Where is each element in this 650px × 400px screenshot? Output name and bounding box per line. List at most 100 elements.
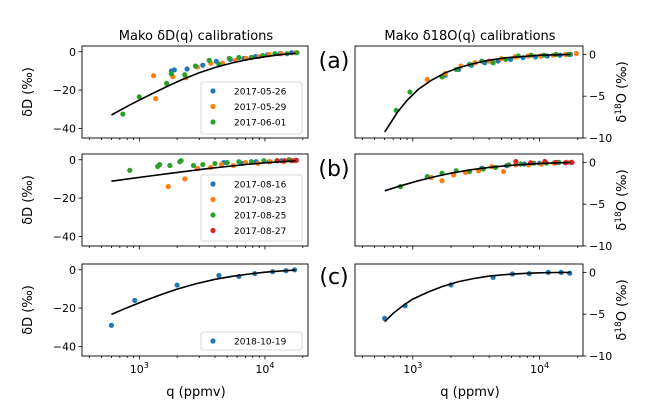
x-tick-label: 104 [530, 361, 549, 376]
data-point-2017-06-01 [164, 80, 170, 86]
panel-a-dD: 0 −20 −40 δD (‰) 2017-05-26 2017-05-29 2017-06… [21, 45, 309, 142]
data-point-2017-05-29 [424, 76, 430, 83]
data-point-2017-08-25 [248, 159, 255, 165]
legend-marker [210, 212, 216, 218]
y-tick-label: 0 [69, 264, 76, 277]
data-point-2017-08-23 [165, 183, 171, 190]
data-point-2017-06-01 [407, 89, 413, 95]
y-axis-label: δD (‰) [21, 175, 36, 225]
data-point-2017-06-01 [294, 50, 300, 56]
legend-box [200, 81, 303, 135]
data-point-2017-08-23 [218, 161, 224, 168]
panel-tag-c: (c) [319, 265, 348, 290]
y-tick-label: 0 [589, 266, 596, 279]
y-axis-label: δ18O (‰) [614, 169, 630, 230]
axes-frame [354, 45, 584, 139]
legend-marker [210, 227, 216, 234]
y-tick-label: −20 [53, 302, 76, 315]
x-tick-label: 103 [403, 361, 422, 376]
title-dD: Mako δD(q) calibrations [119, 29, 274, 44]
y-tick-label: 0 [69, 46, 76, 59]
legend-label: 2018-10-19 [234, 338, 287, 348]
data-point-2017-08-23 [182, 176, 188, 182]
fit-curve [111, 52, 296, 116]
y-tick-label: −10 [589, 350, 612, 363]
legend-marker [210, 119, 216, 125]
fit-curve [384, 271, 571, 323]
axes-frame [81, 45, 309, 139]
data-point-2018-10-19 [132, 297, 138, 304]
y-tick-label: −10 [589, 132, 612, 145]
data-point-2017-06-01 [236, 54, 242, 61]
data-point-2017-05-29 [153, 96, 159, 102]
axes-frame [81, 153, 309, 247]
legend: 2017-08-16 2017-08-23 2017-08-25 2017-08-27 [200, 174, 303, 242]
y-tick-label: 0 [589, 48, 596, 61]
panel-tag-a: (a) [319, 49, 350, 74]
x-tick-label: 104 [255, 361, 274, 376]
y-tick-label: 0 [589, 156, 596, 169]
legend-label: 2017-08-27 [234, 227, 286, 237]
data-point-2017-08-27 [569, 159, 575, 165]
axes-frame [354, 153, 584, 247]
y-tick-label: 0 [69, 154, 76, 167]
data-point-2017-05-26 [171, 67, 177, 73]
y-tick-label: −40 [53, 340, 76, 353]
fit-curve [384, 53, 571, 133]
legend-marker [210, 196, 216, 203]
legend-label: 2017-08-16 [234, 181, 287, 191]
data-point-2017-08-25 [236, 159, 242, 165]
y-tick-label: −10 [589, 240, 612, 253]
axes-frame [81, 263, 309, 357]
fit-curve [111, 160, 296, 182]
data-point-2017-08-25 [212, 160, 218, 167]
y-tick-label: −20 [53, 84, 76, 97]
data-point-2017-08-23 [439, 178, 445, 184]
data-point-2017-08-25 [200, 161, 206, 168]
data-point-2017-05-29 [151, 73, 157, 79]
y-tick-label: −5 [589, 198, 605, 211]
legend-marker [210, 103, 216, 110]
data-point-2017-06-01 [136, 94, 142, 100]
x-axis-label-right: q (ppmv) [440, 385, 499, 400]
data-point-2017-06-01 [192, 63, 199, 69]
legend-marker [210, 338, 216, 344]
data-point-2017-08-25 [127, 167, 133, 173]
y-axis-label: δD (‰) [21, 285, 36, 335]
legend-label: 2017-05-26 [234, 88, 287, 98]
y-tick-label: −40 [53, 122, 76, 135]
y-axis-label: δ18O (‰) [614, 279, 630, 340]
legend-label: 2017-06-01 [234, 119, 286, 129]
data-point-2017-08-25 [178, 158, 184, 164]
data-point-2017-05-29 [573, 50, 579, 57]
panel-c-dD: 103 104 0 −20 −40 δD (‰) 2018-10-19 [21, 263, 309, 376]
data-point-2018-10-19 [108, 322, 115, 328]
legend-label: 2017-08-25 [234, 212, 286, 222]
legend-box [200, 331, 303, 351]
panel-tag-b: (b) [318, 157, 349, 182]
data-point-2018-10-19 [174, 282, 180, 288]
legend-box [200, 174, 303, 242]
data-point-2017-06-01 [120, 111, 126, 117]
fit-curve [384, 161, 571, 192]
axes-frame [354, 263, 584, 357]
data-point-2017-06-01 [206, 57, 212, 63]
data-point-2017-05-26 [200, 62, 206, 68]
y-tick-label: −40 [53, 230, 76, 243]
x-tick-label: 103 [130, 361, 149, 376]
data-point-2017-08-25 [224, 160, 230, 166]
title-d18O: Mako δ18O(q) calibrations [384, 29, 555, 44]
data-point-2017-08-23 [500, 168, 507, 175]
data-point-2017-08-27 [513, 158, 519, 165]
legend-label: 2017-05-29 [234, 103, 287, 113]
y-tick-label: −5 [589, 90, 605, 103]
data-point-2018-10-19 [216, 272, 222, 279]
legend: 2018-10-19 [200, 331, 303, 351]
legend-label: 2017-08-23 [234, 196, 286, 206]
y-tick-label: −5 [589, 308, 605, 321]
data-point-2017-08-25 [156, 161, 163, 168]
legend: 2017-05-26 2017-05-29 2017-06-01 [200, 81, 303, 135]
fit-curve [111, 269, 296, 316]
